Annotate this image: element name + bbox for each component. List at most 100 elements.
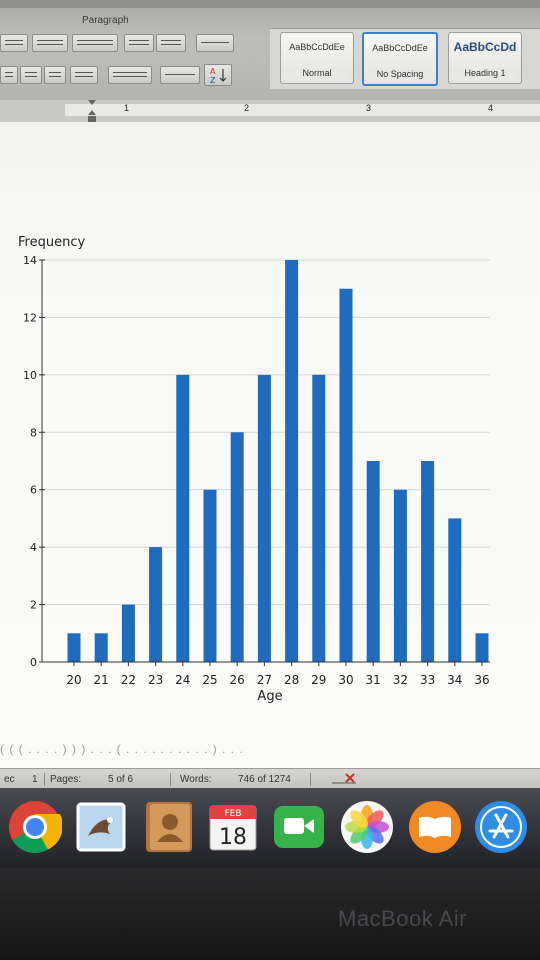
- pages-value[interactable]: 5 of 6: [108, 774, 134, 785]
- bar-age-24: [176, 374, 190, 662]
- line-spacing-button[interactable]: [108, 66, 152, 84]
- y-tick-label: 4: [30, 541, 37, 554]
- x-tick-label: 20: [66, 673, 81, 687]
- x-axis-ticks: 20 21 22 23 24 25 26 27 28 29 30 31 32 33 34 36: [66, 662, 490, 687]
- bar-age-30: [339, 288, 353, 662]
- align-center-button[interactable]: [20, 66, 42, 84]
- section-label: ec: [4, 774, 15, 785]
- increase-indent-button[interactable]: [156, 34, 186, 52]
- svg-text:A: A: [210, 67, 216, 76]
- y-tick-label: 0: [30, 656, 37, 669]
- align-right-button[interactable]: [44, 66, 66, 84]
- section-number: 1: [32, 774, 38, 785]
- bar-age-27: [257, 374, 271, 662]
- columns-button[interactable]: [196, 34, 234, 52]
- numbering-button[interactable]: [32, 34, 68, 52]
- bar-age-31: [366, 461, 380, 662]
- horizontal-ruler[interactable]: [0, 100, 540, 123]
- y-tick-label: 2: [30, 599, 37, 612]
- x-tick-label: 36: [474, 673, 489, 687]
- words-label: Words:: [180, 774, 212, 785]
- laptop-bezel: [0, 868, 540, 960]
- x-tick-label: 22: [121, 673, 136, 687]
- y-axis-label: Frequency: [18, 235, 85, 250]
- x-tick-label: 29: [311, 673, 326, 687]
- x-tick-label: 23: [148, 673, 163, 687]
- contacts-icon[interactable]: [142, 800, 196, 854]
- x-tick-label: 33: [420, 673, 435, 687]
- ruler-mark: 1: [124, 103, 130, 113]
- borders-button[interactable]: [160, 66, 200, 84]
- chart-bars: [67, 260, 489, 662]
- status-bar: ec 1 Pages: 5 of 6 Words: 746 of 1274: [0, 768, 540, 789]
- indent-marker-icon[interactable]: [88, 100, 96, 124]
- bar-age-36: [475, 633, 489, 662]
- justify-button[interactable]: [70, 66, 98, 84]
- ruler-text-area: [65, 104, 540, 116]
- bar-age-20: [67, 633, 81, 662]
- calendar-day: 18: [219, 825, 247, 850]
- style-name: Normal: [285, 66, 349, 80]
- bullets-button[interactable]: [0, 34, 28, 52]
- bar-age-22: [121, 604, 135, 662]
- x-tick-label: 31: [366, 673, 381, 687]
- document-partial-text-line: ( ( ( . . . . ) ) ) . . . ( . . . . . . …: [0, 742, 244, 756]
- bar-age-21: [94, 633, 108, 662]
- bar-age-23: [149, 547, 163, 662]
- chrome-icon[interactable]: [8, 800, 62, 854]
- x-tick-label: 24: [175, 673, 190, 687]
- ibooks-icon[interactable]: [408, 800, 462, 854]
- x-tick-label: 26: [230, 673, 245, 687]
- x-tick-label: 34: [447, 673, 462, 687]
- decrease-indent-button[interactable]: [124, 34, 154, 52]
- app-store-icon[interactable]: [474, 800, 528, 854]
- x-tick-label: 32: [393, 673, 408, 687]
- status-divider: [44, 773, 45, 786]
- y-tick-label: 6: [30, 484, 37, 497]
- device-brand-label: MacBook Air: [338, 906, 467, 931]
- status-divider: [170, 773, 171, 786]
- mail-icon[interactable]: [74, 800, 128, 854]
- x-tick-label: 27: [257, 673, 272, 687]
- calendar-icon[interactable]: FEB 18: [206, 800, 260, 854]
- bar-age-34: [448, 518, 462, 662]
- chart-axes: [41, 260, 490, 663]
- ruler-mark: 2: [244, 103, 250, 113]
- x-tick-label: 28: [284, 673, 299, 687]
- pages-label: Pages:: [50, 774, 82, 785]
- x-tick-label: 21: [94, 673, 109, 687]
- ribbon-title-strip: [0, 0, 540, 8]
- x-tick-label: 25: [202, 673, 217, 687]
- style-sample: AaBbCcDdEe: [289, 42, 345, 52]
- status-divider: [310, 773, 311, 786]
- bar-age-33: [421, 461, 435, 662]
- style-sample: AaBbCcDd: [453, 40, 517, 54]
- align-left-button[interactable]: [0, 66, 18, 84]
- style-normal[interactable]: AaBbCcDdEe Normal: [280, 32, 354, 84]
- words-value[interactable]: 746 of 1274: [238, 774, 291, 785]
- multilevel-list-button[interactable]: [72, 34, 118, 52]
- x-tick-label: 30: [338, 673, 353, 687]
- svg-text:Z: Z: [210, 76, 216, 85]
- ruler-mark: 3: [366, 103, 372, 113]
- ruler-mark: 4: [488, 103, 494, 113]
- y-axis-ticks: 0 2 4 6 8 10 12 14: [23, 254, 45, 669]
- y-tick-label: 12: [23, 311, 37, 324]
- style-no-spacing[interactable]: AaBbCcDdEe No Spacing: [362, 32, 438, 86]
- bar-age-29: [312, 374, 326, 662]
- paragraph-group-label: Paragraph: [82, 15, 129, 26]
- y-tick-label: 14: [23, 254, 37, 267]
- facetime-icon[interactable]: [272, 800, 326, 854]
- style-name: Heading 1: [453, 66, 517, 80]
- bar-age-26: [230, 432, 244, 662]
- photos-icon[interactable]: [340, 800, 394, 854]
- spelling-check-icon[interactable]: [330, 772, 358, 786]
- style-heading-1[interactable]: AaBbCcDd Heading 1: [448, 32, 522, 84]
- style-sample: AaBbCcDdEe: [372, 43, 428, 53]
- x-axis-label: Age: [257, 689, 282, 704]
- bar-age-25: [203, 489, 217, 662]
- bar-age-28: [285, 260, 299, 662]
